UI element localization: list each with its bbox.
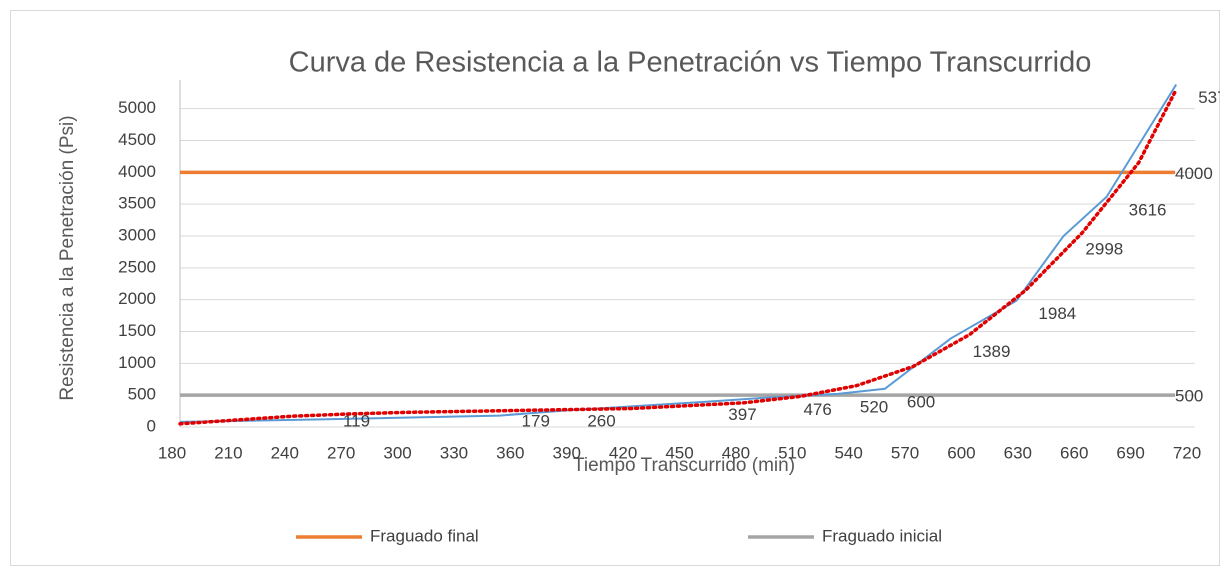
x-axis-label: Tiempo Transcurrido (min) xyxy=(573,455,795,476)
chart-border xyxy=(10,10,1220,566)
y-tick-label: 3500 xyxy=(118,194,156,213)
x-tick-label: 570 xyxy=(891,443,919,462)
x-tick-label: 690 xyxy=(1116,443,1144,462)
y-axis-label: Resistencia a la Penetración (Psi) xyxy=(57,115,78,400)
x-tick-label: 510 xyxy=(778,443,806,462)
y-tick-label: 5000 xyxy=(118,98,156,117)
x-tick-label: 210 xyxy=(214,443,242,462)
x-tick-label: 630 xyxy=(1004,443,1032,462)
x-tick-label: 720 xyxy=(1173,443,1201,462)
reference-label: 4000 xyxy=(1175,164,1213,183)
data-label: 119 xyxy=(343,411,370,430)
chart-title: Curva de Resistencia a la Penetración vs… xyxy=(289,47,1092,79)
data-label: 476 xyxy=(803,400,831,419)
data-label: 260 xyxy=(587,411,615,430)
x-tick-label: 450 xyxy=(665,443,693,462)
x-tick-label: 600 xyxy=(947,443,975,462)
x-tick-label: 300 xyxy=(383,443,411,462)
x-tick-label: 270 xyxy=(327,443,355,462)
trendline xyxy=(178,87,1178,426)
data-label: 3616 xyxy=(1129,200,1167,219)
y-tick-label: 2500 xyxy=(118,257,156,276)
legend-label: Fraguado inicial xyxy=(822,526,942,545)
x-tick-label: 180 xyxy=(158,443,186,462)
data-label: 5379 xyxy=(1198,88,1220,107)
x-tick-label: 540 xyxy=(834,443,862,462)
data-label: 520 xyxy=(860,397,888,416)
y-tick-label: 4500 xyxy=(118,130,156,149)
x-tick-label: 390 xyxy=(553,443,581,462)
x-tick-label: 480 xyxy=(722,443,750,462)
x-tick-label: 240 xyxy=(271,443,299,462)
data-label: 1389 xyxy=(973,342,1011,361)
x-tick-label: 660 xyxy=(1060,443,1088,462)
y-tick-label: 2000 xyxy=(118,289,156,308)
y-tick-label: 3000 xyxy=(118,225,156,244)
x-tick-label: 360 xyxy=(496,443,524,462)
y-tick-label: 4000 xyxy=(118,162,156,181)
y-tick-label: 1000 xyxy=(118,353,156,372)
reference-label: 500 xyxy=(1175,387,1203,406)
data-line xyxy=(179,83,1178,423)
data-label: 2998 xyxy=(1085,240,1123,259)
data-label: 1984 xyxy=(1038,304,1076,323)
data-label: 179 xyxy=(522,411,550,430)
y-tick-label: 1500 xyxy=(118,321,156,340)
x-tick-label: 420 xyxy=(609,443,637,462)
y-tick-label: 500 xyxy=(128,385,156,404)
y-tick-label: 0 xyxy=(147,416,156,435)
data-label: 397 xyxy=(728,405,756,424)
data-label: 600 xyxy=(907,392,935,411)
legend-label: Fraguado final xyxy=(370,526,479,545)
x-tick-label: 330 xyxy=(440,443,468,462)
